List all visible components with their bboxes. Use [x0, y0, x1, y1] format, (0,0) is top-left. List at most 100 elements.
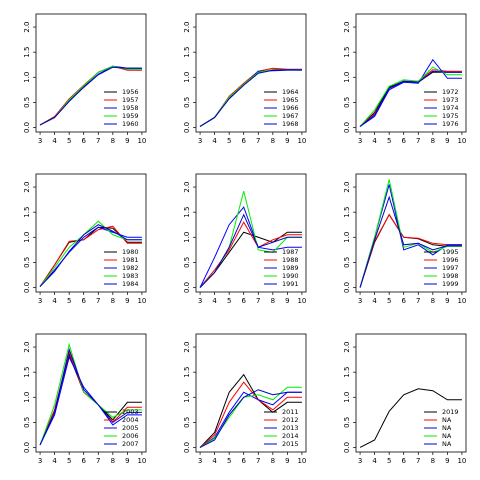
x-tick-label: 4 [52, 137, 57, 145]
y-tick-label: 1.0 [183, 72, 191, 83]
y-tick-label: 2.0 [23, 341, 31, 352]
legend-label: 1982 [122, 264, 139, 272]
legend-label: 1968 [282, 120, 299, 128]
x-tick-label: 3 [358, 457, 362, 465]
legend-label: 1957 [122, 96, 139, 104]
series-line [359, 195, 462, 288]
x-tick-label: 5 [387, 137, 391, 145]
panel: 3 4 5 6 7 8 9 10 0.0 0.5 1.0 1.5 2.0 1972197319741975… [343, 13, 467, 145]
x-tick-label: 10 [297, 137, 306, 145]
y-tick-label: 1.5 [183, 207, 191, 218]
legend-label: 1964 [282, 88, 299, 96]
y-tick-label: 1.0 [343, 232, 351, 243]
x-tick-label: 8 [111, 137, 115, 145]
x-tick-label: 9 [285, 137, 289, 145]
panel: 3 4 5 6 7 8 9 10 0.0 0.5 1.0 1.5 2.0 1956195719581959… [23, 13, 147, 145]
x-tick-label: 5 [67, 297, 71, 305]
series-line [199, 213, 302, 288]
legend-label: 1998 [442, 272, 459, 280]
x-tick-label: 7 [256, 297, 260, 305]
plot-frame [35, 333, 147, 453]
y-tick-label: 0.0 [183, 442, 191, 453]
legend-label: 1997 [442, 264, 459, 272]
series-line [39, 342, 142, 446]
legend-label: 2014 [282, 432, 299, 440]
series-line [199, 221, 302, 288]
x-tick-label: 8 [111, 457, 115, 465]
y-tick-label: 1.0 [183, 392, 191, 403]
x-tick-label: 10 [137, 137, 146, 145]
y-tick-label: 1.5 [23, 367, 31, 378]
x-tick-label: 6 [401, 137, 406, 145]
series-line [359, 66, 462, 127]
x-tick-label: 8 [431, 457, 435, 465]
series-line [39, 347, 142, 446]
legend-label: 2003 [122, 408, 139, 416]
x-tick-label: 6 [401, 297, 406, 305]
x-tick-label: 7 [416, 297, 420, 305]
series-line [39, 226, 142, 287]
legend-label: NA [442, 416, 452, 424]
y-tick-label: 1.5 [343, 47, 351, 58]
y-tick-label: 0.0 [183, 282, 191, 293]
y-tick-label: 2.0 [343, 21, 351, 32]
x-tick-label: 10 [137, 457, 146, 465]
x-tick-label: 7 [256, 457, 260, 465]
x-tick-label: 7 [416, 457, 420, 465]
y-tick-label: 1.5 [343, 207, 351, 218]
legend-label: 1984 [122, 280, 139, 288]
legend-label: 2004 [122, 416, 139, 424]
x-tick-label: 3 [198, 457, 202, 465]
legend-label: 1988 [282, 256, 299, 264]
x-tick-label: 10 [297, 297, 306, 305]
y-tick-label: 0.5 [23, 417, 31, 428]
x-tick-label: 10 [457, 297, 466, 305]
y-tick-label: 0.0 [343, 122, 351, 133]
y-tick-label: 2.0 [183, 21, 191, 32]
legend-label: NA [442, 424, 452, 432]
x-tick-label: 8 [431, 137, 435, 145]
legend-label: 1980 [122, 248, 139, 256]
x-tick-label: 4 [372, 297, 377, 305]
x-tick-label: 4 [52, 457, 57, 465]
x-tick-label: 6 [81, 297, 86, 305]
y-tick-label: 1.5 [183, 367, 191, 378]
y-tick-label: 0.0 [23, 122, 31, 133]
panel: 3 4 5 6 7 8 9 10 0.0 0.5 1.0 1.5 2.0 1964196519661967… [183, 13, 307, 145]
legend-label: 1981 [122, 256, 139, 264]
x-tick-label: 3 [38, 297, 42, 305]
series-line [199, 373, 302, 448]
x-tick-label: 6 [241, 297, 246, 305]
y-tick-label: 1.0 [343, 392, 351, 403]
y-tick-label: 2.0 [343, 341, 351, 352]
series-line [39, 220, 142, 287]
legend-label: 1991 [282, 280, 299, 288]
x-tick-label: 7 [96, 137, 100, 145]
x-tick-label: 9 [285, 297, 289, 305]
y-tick-label: 1.5 [23, 207, 31, 218]
y-tick-label: 0.0 [23, 442, 31, 453]
x-tick-label: 6 [241, 137, 246, 145]
legend-label: 1966 [282, 104, 299, 112]
series-line [199, 69, 302, 127]
series-line [359, 58, 462, 127]
x-tick-label: 10 [137, 297, 146, 305]
x-tick-label: 5 [227, 137, 231, 145]
x-tick-label: 7 [96, 457, 100, 465]
y-tick-label: 2.0 [183, 181, 191, 192]
y-tick-label: 1.5 [183, 47, 191, 58]
legend-label: 1974 [442, 104, 459, 112]
y-tick-label: 0.5 [23, 97, 31, 108]
x-tick-label: 3 [358, 137, 362, 145]
plot-frame [35, 13, 147, 133]
x-tick-label: 9 [445, 297, 449, 305]
y-tick-label: 1.0 [183, 232, 191, 243]
